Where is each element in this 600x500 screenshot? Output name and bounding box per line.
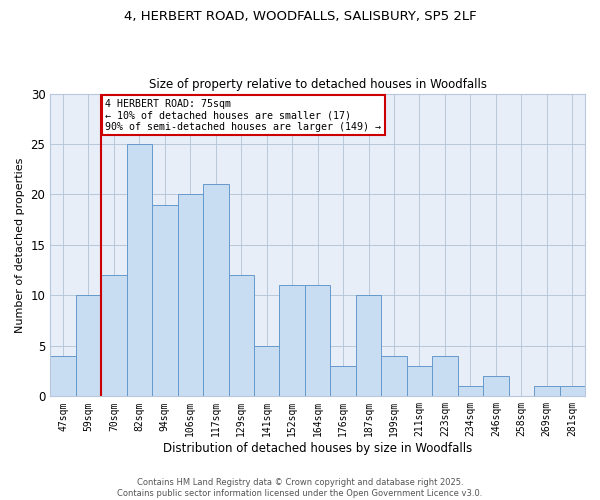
Bar — [458, 386, 483, 396]
Bar — [483, 376, 509, 396]
Bar — [331, 366, 356, 396]
Bar — [254, 346, 280, 397]
Bar — [407, 366, 432, 396]
Text: Contains HM Land Registry data © Crown copyright and database right 2025.
Contai: Contains HM Land Registry data © Crown c… — [118, 478, 482, 498]
Bar — [280, 286, 305, 397]
Bar — [152, 204, 178, 396]
Bar — [305, 286, 331, 397]
Text: 4 HERBERT ROAD: 75sqm
← 10% of detached houses are smaller (17)
90% of semi-deta: 4 HERBERT ROAD: 75sqm ← 10% of detached … — [105, 98, 381, 132]
Bar — [382, 356, 407, 397]
X-axis label: Distribution of detached houses by size in Woodfalls: Distribution of detached houses by size … — [163, 442, 472, 455]
Y-axis label: Number of detached properties: Number of detached properties — [15, 158, 25, 332]
Bar — [50, 356, 76, 397]
Bar — [229, 275, 254, 396]
Bar — [76, 296, 101, 396]
Bar — [178, 194, 203, 396]
Bar — [127, 144, 152, 397]
Bar — [560, 386, 585, 396]
Title: Size of property relative to detached houses in Woodfalls: Size of property relative to detached ho… — [149, 78, 487, 91]
Bar — [356, 296, 382, 396]
Bar — [203, 184, 229, 396]
Bar — [432, 356, 458, 397]
Text: 4, HERBERT ROAD, WOODFALLS, SALISBURY, SP5 2LF: 4, HERBERT ROAD, WOODFALLS, SALISBURY, S… — [124, 10, 476, 23]
Bar — [101, 275, 127, 396]
Bar — [534, 386, 560, 396]
